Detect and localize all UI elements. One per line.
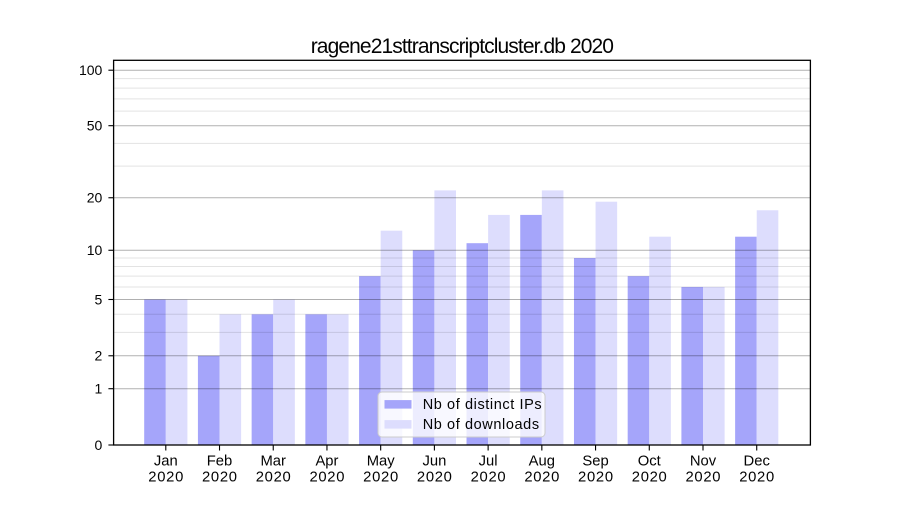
svg-text:2020: 2020 bbox=[309, 470, 345, 486]
svg-text:5: 5 bbox=[95, 291, 103, 307]
svg-text:Nov: Nov bbox=[690, 454, 717, 470]
svg-text:2020: 2020 bbox=[363, 470, 399, 486]
svg-text:2020: 2020 bbox=[739, 470, 775, 486]
svg-text:2020: 2020 bbox=[524, 470, 560, 486]
svg-text:2020: 2020 bbox=[471, 470, 507, 486]
svg-text:2020: 2020 bbox=[578, 470, 614, 486]
svg-text:May: May bbox=[367, 454, 396, 470]
svg-text:Jul: Jul bbox=[479, 454, 498, 470]
svg-text:2020: 2020 bbox=[632, 470, 668, 486]
svg-text:100: 100 bbox=[79, 62, 103, 78]
svg-text:Jun: Jun bbox=[422, 454, 446, 470]
svg-text:0: 0 bbox=[95, 437, 103, 453]
svg-text:Dec: Dec bbox=[744, 454, 771, 470]
svg-text:2020: 2020 bbox=[685, 470, 721, 486]
svg-text:2020: 2020 bbox=[417, 470, 453, 486]
svg-text:2020: 2020 bbox=[202, 470, 238, 486]
svg-text:2020: 2020 bbox=[256, 470, 292, 486]
svg-text:Feb: Feb bbox=[207, 454, 233, 470]
svg-text:Jan: Jan bbox=[154, 454, 178, 470]
svg-text:ragene21sttranscriptcluster.db: ragene21sttranscriptcluster.db 2020 bbox=[311, 35, 614, 58]
svg-text:Nb of downloads: Nb of downloads bbox=[423, 417, 540, 433]
svg-text:Aug: Aug bbox=[529, 454, 555, 470]
svg-text:50: 50 bbox=[87, 118, 103, 134]
svg-text:Mar: Mar bbox=[260, 454, 286, 470]
svg-text:2020: 2020 bbox=[148, 470, 184, 486]
svg-text:10: 10 bbox=[87, 242, 103, 258]
svg-text:2: 2 bbox=[95, 348, 103, 364]
svg-text:Nb of distinct IPs: Nb of distinct IPs bbox=[423, 397, 543, 413]
svg-text:Apr: Apr bbox=[315, 454, 338, 470]
svg-text:1: 1 bbox=[95, 381, 103, 397]
svg-text:Oct: Oct bbox=[638, 454, 661, 470]
svg-text:Sep: Sep bbox=[582, 454, 608, 470]
svg-text:20: 20 bbox=[87, 190, 103, 206]
